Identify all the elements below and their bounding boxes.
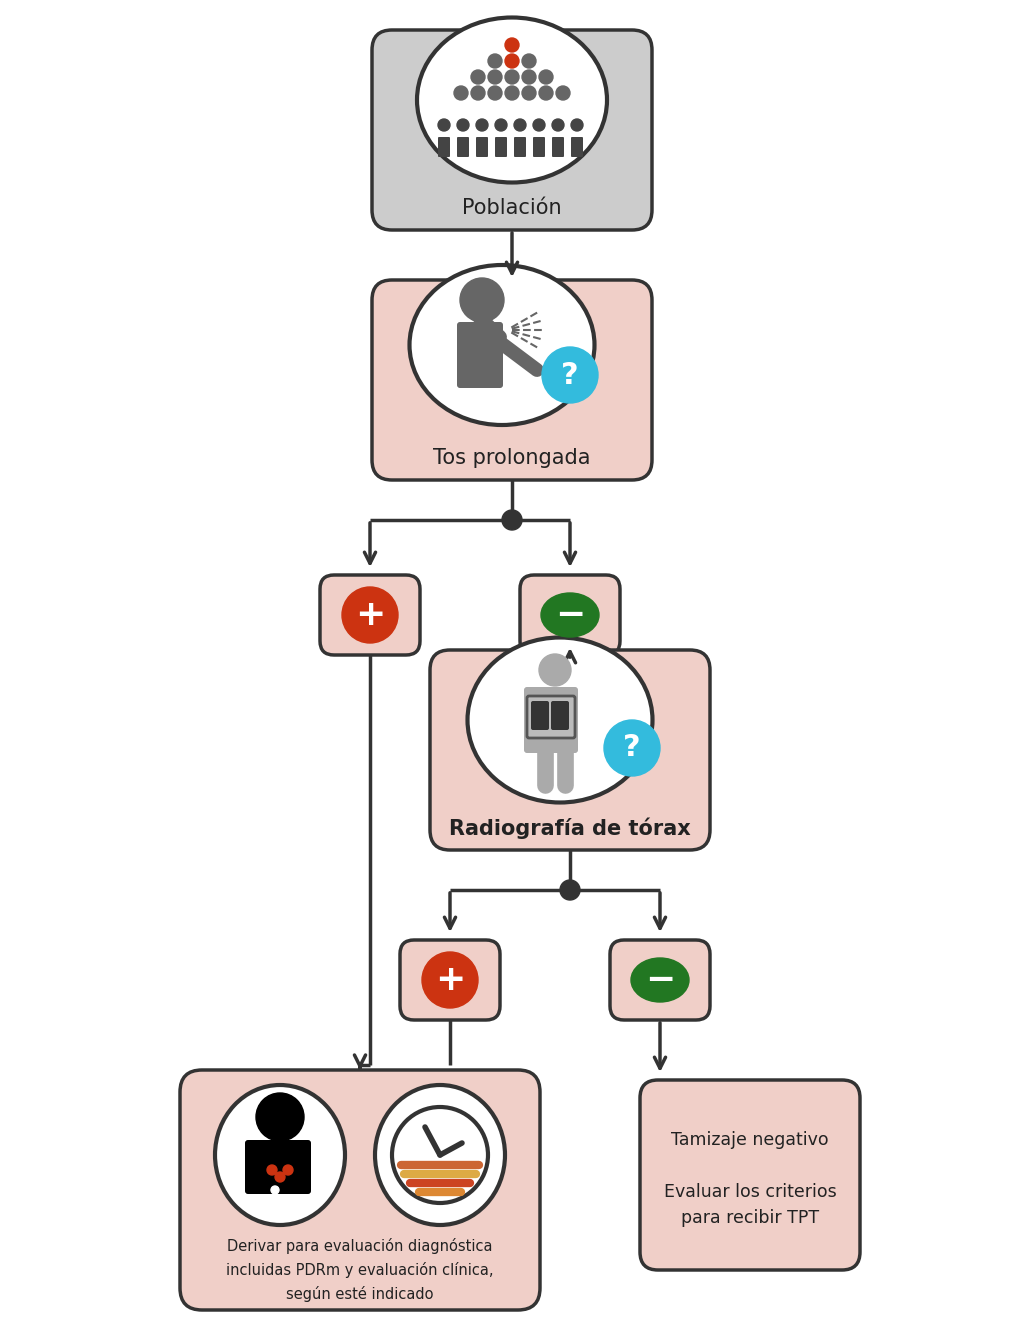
FancyBboxPatch shape — [610, 940, 710, 1020]
FancyBboxPatch shape — [571, 137, 583, 157]
Circle shape — [534, 119, 545, 131]
Circle shape — [471, 86, 485, 100]
FancyBboxPatch shape — [180, 1070, 540, 1310]
Text: ?: ? — [624, 734, 641, 763]
Circle shape — [505, 54, 519, 68]
Circle shape — [542, 346, 598, 403]
Text: Población: Población — [462, 198, 562, 218]
Circle shape — [438, 119, 450, 131]
Ellipse shape — [417, 17, 607, 183]
Circle shape — [460, 277, 504, 322]
Circle shape — [271, 1186, 279, 1194]
Ellipse shape — [410, 265, 595, 425]
FancyBboxPatch shape — [400, 940, 500, 1020]
Text: +: + — [435, 963, 465, 997]
Circle shape — [522, 70, 536, 84]
FancyBboxPatch shape — [527, 695, 575, 738]
Circle shape — [505, 86, 519, 100]
Text: ?: ? — [561, 361, 579, 390]
FancyBboxPatch shape — [457, 322, 503, 387]
Circle shape — [476, 119, 488, 131]
Text: Tos prolongada: Tos prolongada — [433, 449, 591, 468]
FancyBboxPatch shape — [438, 137, 450, 157]
FancyBboxPatch shape — [520, 575, 620, 656]
FancyBboxPatch shape — [531, 701, 549, 730]
FancyBboxPatch shape — [551, 701, 569, 730]
FancyBboxPatch shape — [495, 137, 507, 157]
Circle shape — [505, 38, 519, 52]
Circle shape — [539, 654, 571, 686]
Circle shape — [522, 86, 536, 100]
Circle shape — [267, 1165, 278, 1174]
Circle shape — [514, 119, 526, 131]
Circle shape — [556, 86, 570, 100]
Circle shape — [522, 54, 536, 68]
FancyBboxPatch shape — [552, 137, 564, 157]
Circle shape — [275, 1172, 285, 1182]
Ellipse shape — [468, 637, 652, 803]
Circle shape — [342, 587, 398, 644]
Circle shape — [571, 119, 583, 131]
Ellipse shape — [631, 958, 689, 1002]
Circle shape — [560, 880, 580, 900]
FancyBboxPatch shape — [430, 650, 710, 851]
Ellipse shape — [215, 1085, 345, 1225]
FancyBboxPatch shape — [245, 1140, 311, 1194]
Text: Radiografía de tórax: Radiografía de tórax — [450, 817, 691, 839]
Ellipse shape — [375, 1085, 505, 1225]
Circle shape — [422, 951, 478, 1009]
Circle shape — [488, 86, 502, 100]
Ellipse shape — [541, 593, 599, 637]
FancyBboxPatch shape — [476, 137, 488, 157]
Circle shape — [505, 70, 519, 84]
Circle shape — [283, 1165, 293, 1174]
FancyBboxPatch shape — [524, 687, 578, 752]
Text: −: − — [645, 963, 675, 997]
Text: +: + — [354, 598, 385, 632]
Text: Tamizaje negativo: Tamizaje negativo — [671, 1131, 828, 1149]
Text: Derivar para evaluación diagnóstica
incluidas PDRm y evaluación clínica,
según e: Derivar para evaluación diagnóstica incl… — [226, 1238, 494, 1302]
FancyBboxPatch shape — [457, 137, 469, 157]
FancyBboxPatch shape — [534, 137, 545, 157]
Circle shape — [488, 54, 502, 68]
Circle shape — [454, 86, 468, 100]
Circle shape — [495, 119, 507, 131]
FancyBboxPatch shape — [640, 1080, 860, 1270]
FancyBboxPatch shape — [372, 31, 652, 230]
Circle shape — [471, 70, 485, 84]
FancyBboxPatch shape — [514, 137, 526, 157]
Circle shape — [457, 119, 469, 131]
Circle shape — [604, 721, 660, 776]
Circle shape — [256, 1093, 304, 1141]
Circle shape — [488, 70, 502, 84]
Circle shape — [539, 70, 553, 84]
Circle shape — [502, 510, 522, 529]
Text: Evaluar los criterios
para recibir TPT: Evaluar los criterios para recibir TPT — [664, 1182, 837, 1227]
Circle shape — [539, 86, 553, 100]
Circle shape — [552, 119, 564, 131]
Text: −: − — [555, 598, 585, 632]
FancyBboxPatch shape — [319, 575, 420, 656]
FancyBboxPatch shape — [372, 280, 652, 480]
